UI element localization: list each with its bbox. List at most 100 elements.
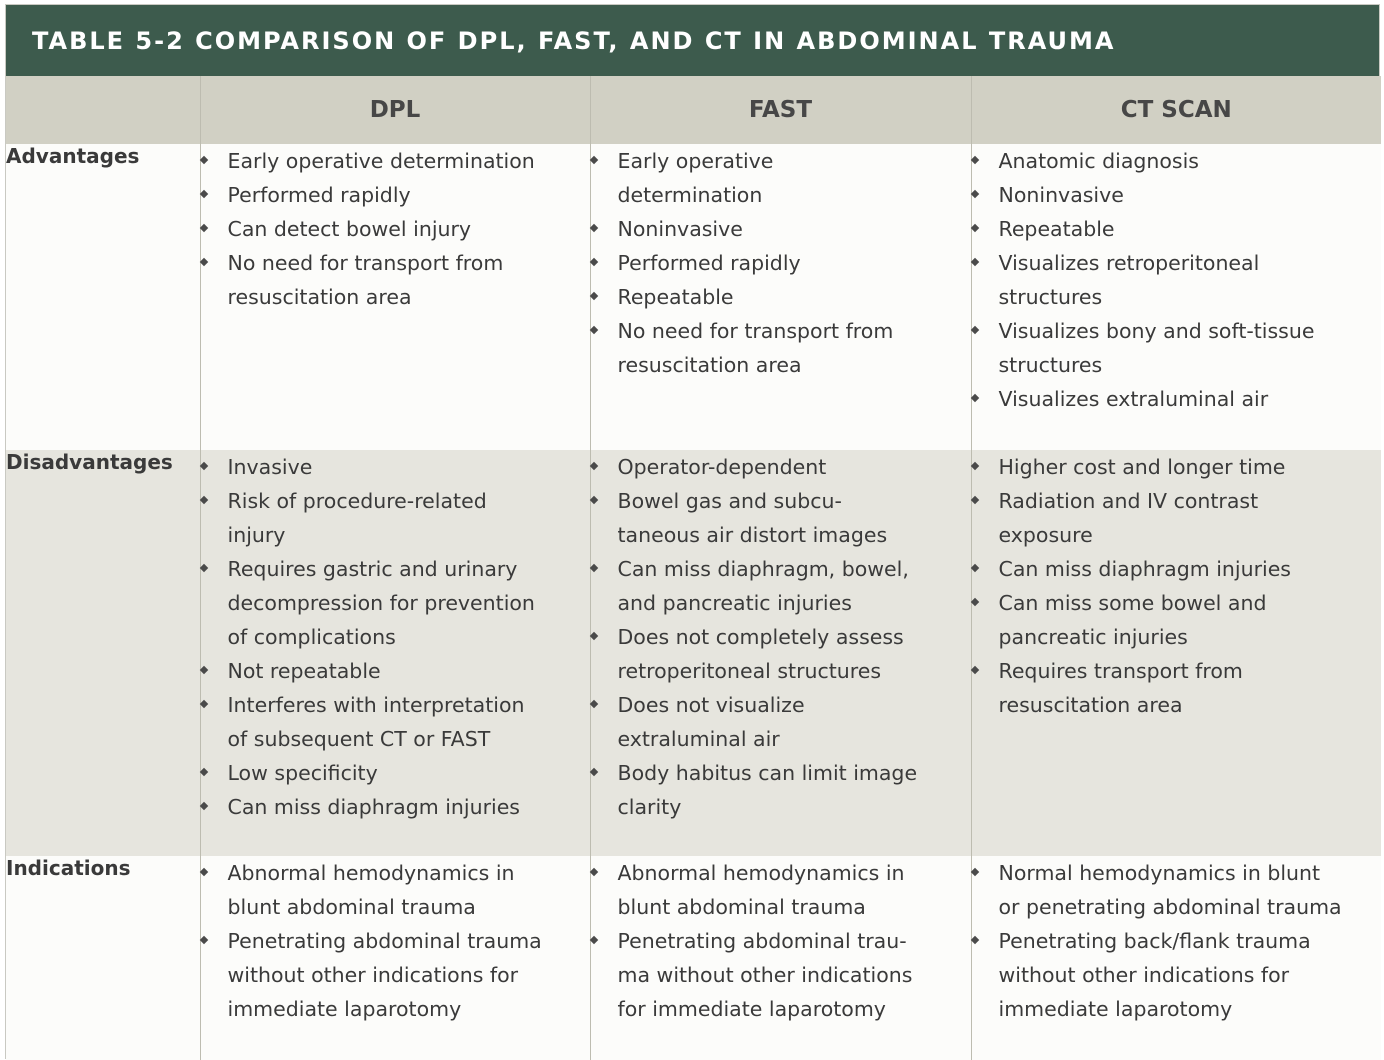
bullet-item: Bowel gas and subcu-taneous air distort … [589,484,971,552]
bullet-list-disadvantages-dpl: Invasive Risk of procedure-related injury R… [199,450,590,824]
bullet-text-line: resuscitation area [617,353,802,377]
bullet-list-disadvantages-fast: Operator-dependent Bowel gas and subcu-ta… [589,450,971,824]
bullet-text-line: Does not visualize [617,693,805,717]
bullet-list-indications-dpl: Abnormal hemodynamics in blunt abdominal … [199,856,590,1026]
bullet-text-line: decompression for prevention [227,591,535,615]
cell-indications-dpl: Abnormal hemodynamics in blunt abdominal … [199,856,590,1060]
bullet-text-line: No need for transport from [227,251,504,275]
row-label-advantages: Advantages [6,144,140,168]
comparison-table-frame: TABLE 5-2 COMPARISON OF DPL, FAST, AND C… [5,4,1382,1060]
bullet-text-line: and pancreatic injuries [617,591,852,615]
bullet-list-indications-ct: Normal hemodynamics in blunt or penetrati… [970,856,1382,1026]
bullet-item: Interferes with interpretation of subsequ… [199,688,590,756]
bullet-text-line: structures [998,285,1103,309]
bullet-item: Can miss some bowel and pancreatic injuri… [970,586,1382,654]
cell-disadvantages-ct: Higher cost and longer time Radiation and… [970,450,1382,856]
bullet-text-line: Can miss diaphragm injuries [227,795,521,819]
bullet-text-line: blunt abdominal trauma [227,895,476,919]
header-cell-empty [6,76,200,144]
table-title: TABLE 5-2 COMPARISON OF DPL, FAST, AND C… [32,26,1116,55]
bullet-diamond-icon [589,867,598,877]
bullet-diamond-icon [199,189,208,199]
bullet-diamond-icon [589,563,598,573]
bullet-diamond-icon [199,699,208,709]
bullet-text-line: Abnormal hemodynamics in [227,861,515,885]
bullet-text-line: Invasive [227,455,313,479]
bullet-text-line: Requires gastric and urinary [227,557,518,581]
bullet-text-line: Repeatable [617,285,734,309]
cell-indications-ct: Normal hemodynamics in blunt or penetrati… [970,856,1382,1060]
bullet-text-line: Can miss diaphragm, bowel, [617,557,909,581]
bullet-diamond-icon [970,935,979,945]
bullet-item: Not repeatable [199,654,590,688]
bullet-item: No need for transport from resuscitation … [199,246,590,314]
bullet-text-line: Higher cost and longer time [998,455,1286,479]
bullet-diamond-icon [589,935,598,945]
bullet-text-line: No need for transport from [617,319,894,343]
bullet-item: Penetrating back/flank trauma without oth… [970,924,1382,1026]
bullet-item: Abnormal hemodynamics in blunt abdominal … [199,856,590,924]
bullet-text-line: of subsequent CT or FAST [227,727,491,751]
bullet-item: No need for transport from resuscitation … [589,314,971,382]
bullet-text-line: or penetrating abdominal trauma [998,895,1342,919]
bullet-item: Abnormal hemodynamics in blunt abdominal … [589,856,971,924]
bullet-diamond-icon [970,597,979,607]
bullet-text-line: Visualizes retroperitoneal [998,251,1260,275]
bullet-text-line: Repeatable [998,217,1115,241]
bullet-item: Penetrating abdominal trau-ma without ot… [589,924,971,1026]
bullet-diamond-icon [970,563,979,573]
bullet-item: Penetrating abdominal trauma without othe… [199,924,590,1026]
row-label-indications: Indications [6,856,131,880]
bullet-text-line: Low specificity [227,761,378,785]
table-title-bar: TABLE 5-2 COMPARISON OF DPL, FAST, AND C… [6,5,1379,76]
bullet-diamond-icon [589,495,598,505]
bullet-text-line: Performed rapidly [617,251,801,275]
bullet-text-line: ma without other indications [617,963,913,987]
bullet-text-line: without other indications for [998,963,1290,987]
bullet-item: Visualizes extraluminal air [970,382,1382,416]
bullet-item: Can miss diaphragm injuries [199,790,590,824]
bullet-item: Can miss diaphragm injuries [970,552,1382,586]
bullet-diamond-icon [199,801,208,811]
bullet-item: Requires transport from resuscitation are… [970,654,1382,722]
bullet-text-line: Requires transport from [998,659,1243,683]
bullet-item: Early operative determination [199,144,590,178]
cell-advantages-fast: Early operative determination Noninvasive P… [589,144,971,450]
bullet-diamond-icon [199,461,208,471]
bullet-diamond-icon [589,223,598,233]
bullet-diamond-icon [199,563,208,573]
bullet-diamond-icon [199,935,208,945]
bullet-text-line: Can detect bowel injury [227,217,472,241]
bullet-diamond-icon [589,291,598,301]
bullet-item: Performed rapidly [199,178,590,212]
bullet-text-line: resuscitation area [227,285,412,309]
bullet-diamond-icon [589,461,598,471]
bullet-text-line: extraluminal air [617,727,780,751]
bullet-text-line: Radiation and IV contrast [998,489,1259,513]
bullet-item: Performed rapidly [589,246,971,280]
bullet-item: Requires gastric and urinary decompressio… [199,552,590,654]
row-label-disadvantages: Disadvantages [6,450,173,474]
bullet-text-line: Can miss some bowel and [998,591,1267,615]
bullet-text-line: Can miss diaphragm injuries [998,557,1292,581]
header-cell-fast: FAST [589,76,971,144]
bullet-list-disadvantages-ct: Higher cost and longer time Radiation and… [970,450,1382,722]
bullet-text-line: Operator-dependent [617,455,827,479]
bullet-text-line: injury [227,523,286,547]
bullet-diamond-icon [970,495,979,505]
bullet-text-line: Performed rapidly [227,183,411,207]
bullet-diamond-icon [199,257,208,267]
bullet-item: Visualizes retroperitoneal structures [970,246,1382,314]
bullet-text-line: Early operative determination [227,149,535,173]
bullet-text-line: structures [998,353,1103,377]
table-row-disadvantages: Disadvantages Invasive Risk of procedure-… [6,450,1381,856]
cell-advantages-ct: Anatomic diagnosis Noninvasive Repeatable V… [970,144,1382,450]
bullet-text-line: Penetrating abdominal trauma [227,929,542,953]
bullet-text-line: determination [617,183,763,207]
header-cell-dpl: DPL [199,76,590,144]
bullet-text-line: clarity [617,795,682,819]
bullet-item: Radiation and IV contrast exposure [970,484,1382,552]
bullet-text-line: Interferes with interpretation [227,693,525,717]
header-row: DPL FAST CT SCAN [6,76,1381,144]
bullet-item: Noninvasive [589,212,971,246]
